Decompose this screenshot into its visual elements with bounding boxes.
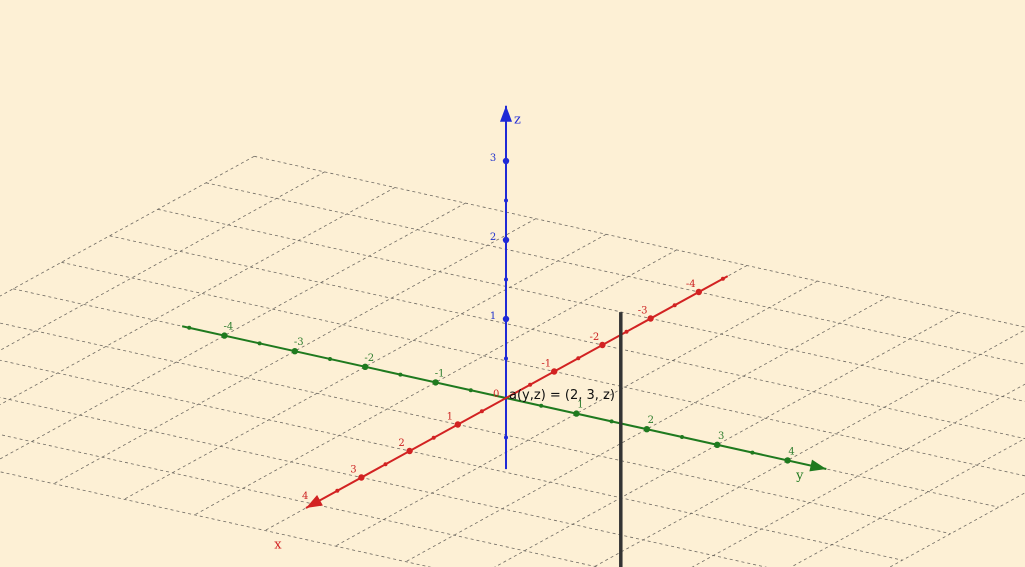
y-tick-label: 3: [718, 431, 724, 442]
grid-line-x: [0, 397, 768, 567]
labels-group: 1 2 3 -4 -3 -2 -1 1 2 3 4 -4 -3 -2 -1 1 2 3 4 0 x y z a(y,z) = …: [224, 113, 805, 553]
x-tick-label: 3: [350, 465, 356, 476]
y-axis-minor-tick: [398, 372, 403, 377]
x-axis-major-tick: [599, 341, 606, 349]
grid-line-x: [0, 434, 600, 567]
x-tick-label: -1: [541, 359, 551, 370]
y-axis-minor-tick: [539, 403, 544, 408]
z-axis-arrow-icon: [500, 105, 512, 122]
x-axis-major-tick: [647, 315, 654, 322]
z-axis-name: z: [514, 113, 521, 128]
y-axis-arrow-icon: [809, 459, 827, 472]
axes-group: [181, 105, 827, 509]
grid-line-y: [691, 383, 1025, 567]
x-axis-minor-tick: [479, 409, 484, 414]
y-axis-minor-tick: [680, 435, 684, 439]
y-axis-major-tick: [221, 332, 228, 339]
grid-line-x: [205, 182, 1025, 365]
z-axis-minor-tick: [504, 198, 508, 203]
y-axis-major-tick: [432, 379, 439, 386]
grid-line-x: [0, 322, 951, 535]
y-axis-major-tick: [643, 426, 650, 433]
y-axis-name: y: [795, 469, 804, 484]
z-axis-major-tick: [502, 157, 510, 165]
x-axis-minor-tick: [720, 276, 725, 281]
y-tick-label: -2: [364, 353, 374, 364]
y-axis-major-tick: [714, 441, 721, 448]
grid-line-y: [0, 155, 255, 297]
x-tick-label: 4: [302, 491, 308, 502]
y-tick-label: 1: [577, 400, 583, 411]
y-tick-label: -1: [435, 368, 445, 379]
y-tick-label: -4: [224, 322, 234, 333]
grid-line-y: [53, 218, 536, 485]
grid-line-y: [194, 249, 677, 516]
grid-line-x: [0, 359, 903, 561]
x-axis-minor-tick: [431, 435, 436, 440]
x-axis-major-tick: [406, 447, 413, 455]
z-axis-major-tick: [502, 315, 510, 323]
y-tick-label: -3: [294, 337, 304, 348]
z-axis-minor-tick: [504, 435, 508, 440]
grid-line-y: [494, 311, 959, 567]
x-axis-minor-tick: [672, 303, 677, 308]
grid-line-x: [61, 261, 1025, 477]
x-axis-major-tick: [551, 368, 558, 375]
grid-line-y: [592, 329, 1025, 567]
x-tick-label: -2: [590, 332, 600, 343]
z-tick-label: 1: [490, 311, 496, 322]
grid-line-y: [124, 233, 607, 500]
z-axis-minor-tick: [504, 356, 508, 361]
grid-line-y: [405, 296, 888, 563]
x-tick-label: -4: [686, 279, 696, 290]
x-axis-minor-tick: [624, 329, 629, 334]
y-axis-minor-tick: [328, 357, 332, 361]
x-axis-major-tick: [358, 474, 365, 481]
y-axis-minor-tick: [468, 388, 473, 393]
y-axis-minor-tick: [187, 325, 192, 330]
x-axis-major-tick: [695, 288, 702, 296]
origin-label: 0: [493, 389, 499, 400]
x-axis-arrow-icon: [305, 495, 323, 508]
z-tick-label: 3: [490, 153, 496, 164]
x-axis-line: [305, 275, 729, 509]
x-axis-minor-tick: [528, 382, 533, 387]
grid-line-x: [254, 155, 1025, 328]
y-tick-label: 4: [788, 446, 794, 457]
grid-line-y: [0, 202, 466, 460]
y-axis-minor-tick: [609, 419, 614, 424]
xy-plane-grid: [0, 155, 1025, 567]
x-tick-label: -3: [638, 306, 648, 317]
x-tick-label: 1: [447, 412, 453, 423]
line-a-label: a(y,z) = (2, 3, z): [509, 388, 615, 403]
z-axis-minor-tick: [504, 277, 508, 282]
z-axis-major-tick: [502, 236, 510, 244]
x-axis-minor-tick: [576, 356, 581, 361]
grid-line-y: [335, 280, 818, 547]
y-axis-major-tick: [291, 348, 298, 355]
y-axis-line: [181, 325, 827, 470]
y-axis-major-tick: [362, 363, 369, 370]
y-axis-minor-tick: [257, 341, 262, 346]
x-tick-label: 2: [398, 438, 404, 449]
z-tick-label: 2: [490, 232, 496, 243]
y-axis-major-tick: [573, 410, 580, 417]
y-tick-label: 2: [648, 415, 654, 426]
grid-line-y: [0, 187, 396, 406]
y-axis-minor-tick: [750, 450, 755, 455]
grid-line-x: [0, 471, 432, 567]
grid-line-y: [0, 171, 325, 351]
x-axis-minor-tick: [383, 462, 388, 467]
x-axis-major-tick: [454, 421, 461, 428]
x-axis-name: x: [274, 538, 282, 553]
x-axis-minor-tick: [335, 488, 340, 493]
y-axis-major-tick: [784, 457, 791, 464]
